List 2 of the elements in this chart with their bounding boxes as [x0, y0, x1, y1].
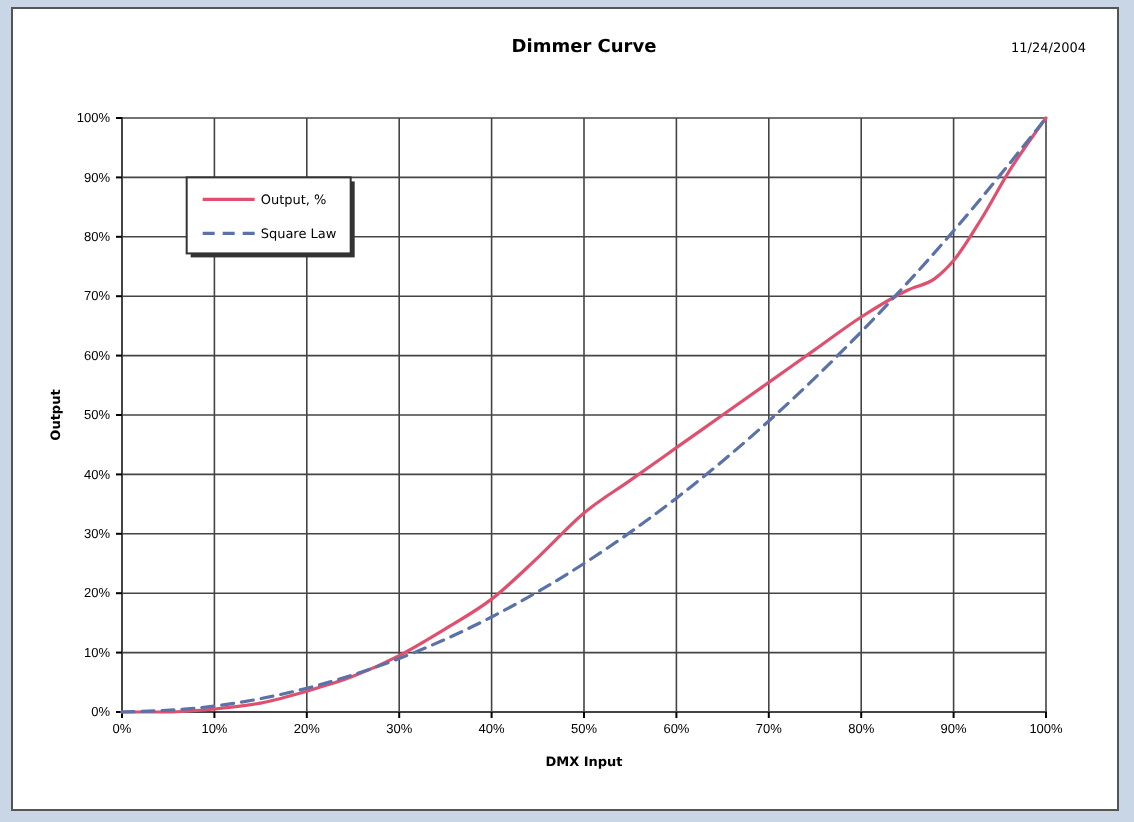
line-series: [120, 116, 1048, 714]
chart-title: Dimmer Curve: [511, 38, 657, 58]
